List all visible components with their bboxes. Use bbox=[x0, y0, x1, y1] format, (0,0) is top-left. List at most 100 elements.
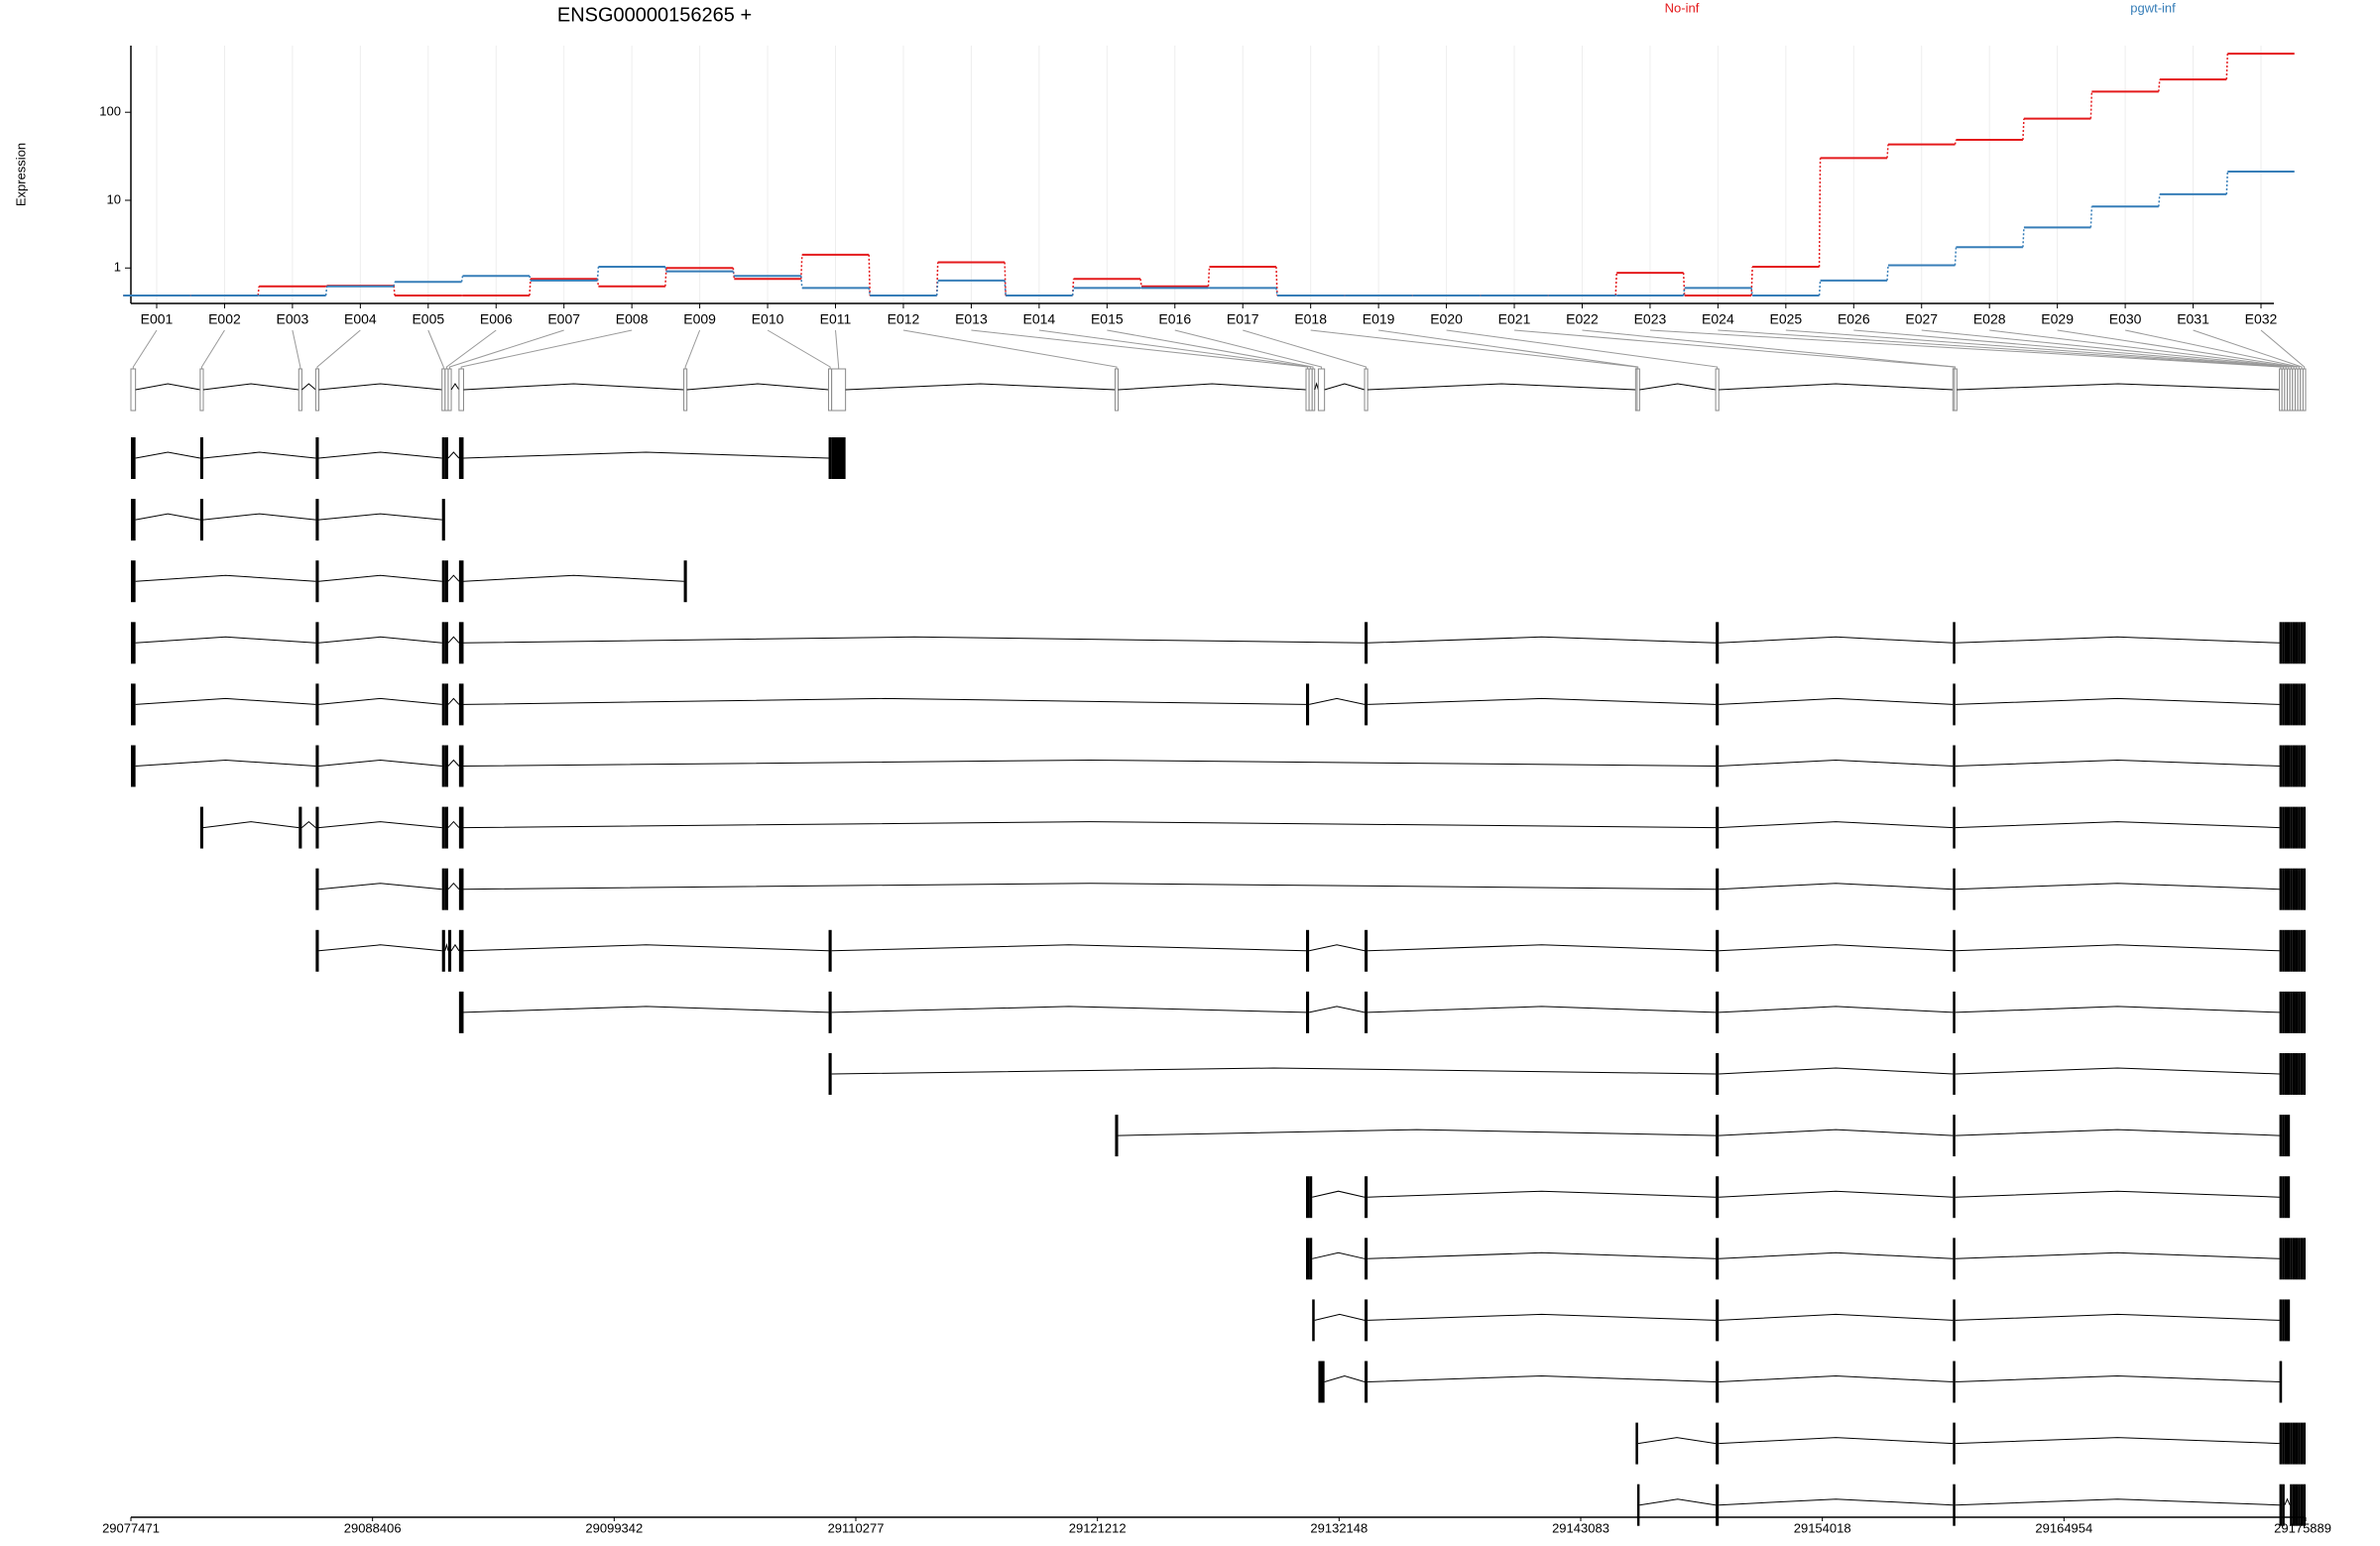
expression-connector bbox=[1886, 265, 1889, 281]
intron bbox=[447, 451, 460, 459]
intron bbox=[1719, 1067, 1954, 1075]
intron bbox=[463, 821, 1717, 829]
intron bbox=[1955, 821, 2280, 829]
transcript-exon bbox=[2298, 868, 2301, 910]
transcript-exon bbox=[2303, 1053, 2306, 1095]
transcript-exon bbox=[1953, 1115, 1956, 1157]
transcript-exon bbox=[2300, 1053, 2304, 1095]
transcript-exon bbox=[1306, 929, 1310, 972]
transcript-exon bbox=[831, 437, 846, 479]
gene-model-exon bbox=[199, 368, 204, 412]
y-axis-label: Expression bbox=[13, 143, 28, 206]
expression-connector bbox=[2225, 171, 2229, 194]
intron bbox=[1719, 1190, 1954, 1198]
exon-connector bbox=[445, 329, 497, 370]
transcript-exon bbox=[2292, 683, 2296, 726]
transcript-exon bbox=[2292, 1484, 2296, 1526]
gene-model-exon bbox=[458, 368, 464, 412]
intron bbox=[447, 759, 460, 767]
transcript-exon bbox=[2303, 1484, 2306, 1526]
transcript-exon bbox=[458, 929, 464, 972]
genomic-tick-label: 29110277 bbox=[828, 1520, 885, 1535]
transcript-exon bbox=[2295, 1484, 2299, 1526]
intron bbox=[447, 636, 460, 644]
intron bbox=[301, 383, 316, 391]
transcript-exon bbox=[2279, 929, 2283, 972]
transcript-exon bbox=[1953, 1361, 1956, 1403]
expression-connector bbox=[1818, 158, 1822, 268]
x-tick-label: E001 bbox=[141, 311, 174, 327]
expression-connector bbox=[1207, 267, 1211, 287]
transcript-exon bbox=[1716, 1238, 1720, 1280]
x-tick-label: E015 bbox=[1091, 311, 1124, 327]
y-tick-label: 100 bbox=[99, 104, 121, 119]
transcript-exon bbox=[2279, 1176, 2283, 1219]
genomic-tick-label: 29164954 bbox=[2035, 1520, 2092, 1535]
x-tick-label: E014 bbox=[1023, 311, 1056, 327]
transcript-exon bbox=[2303, 622, 2306, 664]
transcript-exon bbox=[1716, 1422, 1720, 1465]
transcript-exon bbox=[1953, 991, 1956, 1033]
expression-connector bbox=[868, 288, 871, 297]
intron bbox=[1368, 1251, 1717, 1259]
intron bbox=[318, 944, 442, 952]
expression-connector bbox=[325, 285, 328, 288]
transcript-exon bbox=[1716, 991, 1720, 1033]
transcript-exon bbox=[199, 806, 203, 849]
x-tick-label: E019 bbox=[1363, 311, 1395, 327]
transcript-exon bbox=[2284, 1176, 2288, 1219]
transcript-exon bbox=[2284, 991, 2288, 1033]
exon-connector bbox=[200, 329, 225, 370]
transcript-exon bbox=[2290, 1484, 2293, 1526]
x-tick-label: E030 bbox=[2109, 311, 2142, 327]
transcript-exon bbox=[2290, 1238, 2293, 1280]
intron bbox=[1719, 697, 1954, 705]
transcript-exon bbox=[2300, 683, 2304, 726]
transcript-exon bbox=[131, 683, 136, 726]
x-tick-label: E018 bbox=[1294, 311, 1327, 327]
intron bbox=[202, 821, 299, 829]
transcript-exon bbox=[2303, 1422, 2306, 1465]
transcript-exon bbox=[1953, 745, 1956, 787]
x-tick-label: E021 bbox=[1498, 311, 1531, 327]
genomic-tick-label: 29088406 bbox=[344, 1520, 402, 1535]
transcript-exon bbox=[2295, 991, 2299, 1033]
transcript-exon bbox=[2295, 806, 2299, 849]
gene-model-exon bbox=[314, 368, 319, 412]
transcript-exon bbox=[2287, 1176, 2291, 1219]
x-tick-label: E011 bbox=[820, 311, 852, 327]
transcript-exon bbox=[2290, 929, 2293, 972]
x-tick-label: E026 bbox=[1838, 311, 1870, 327]
x-tick-label: E012 bbox=[888, 311, 920, 327]
transcript-exon bbox=[458, 622, 464, 664]
transcript-exon bbox=[441, 622, 445, 664]
x-tick-label: E031 bbox=[2177, 311, 2209, 327]
intron bbox=[135, 636, 316, 644]
intron bbox=[845, 383, 1116, 391]
transcript-exon bbox=[2303, 806, 2306, 849]
transcript-exon bbox=[1365, 1361, 1368, 1403]
transcript-exon bbox=[2287, 868, 2291, 910]
intron bbox=[447, 820, 460, 828]
transcript-exon bbox=[2295, 868, 2299, 910]
transcript-exon bbox=[458, 437, 464, 479]
transcript-exon bbox=[2300, 622, 2304, 664]
intron bbox=[1719, 944, 1954, 952]
genomic-tick-label: 29143083 bbox=[1552, 1520, 1609, 1535]
transcript-exon bbox=[2298, 806, 2301, 849]
x-tick-label: E025 bbox=[1769, 311, 1802, 327]
transcript-exon bbox=[444, 683, 448, 726]
gene-model-exon bbox=[1715, 368, 1720, 412]
genomic-tick-label: 29077471 bbox=[102, 1520, 160, 1535]
transcript-exon bbox=[2300, 929, 2304, 972]
gene-model-exon bbox=[130, 368, 137, 412]
transcript-exon bbox=[2279, 683, 2283, 726]
intron bbox=[1314, 1313, 1366, 1321]
intron bbox=[1719, 759, 1954, 767]
transcript-exon bbox=[458, 745, 464, 787]
transcript-exon bbox=[2298, 929, 2301, 972]
intron bbox=[135, 574, 316, 582]
intron bbox=[1368, 1374, 1717, 1382]
genomic-tick-label: 29099342 bbox=[585, 1520, 643, 1535]
intron bbox=[463, 1006, 829, 1013]
